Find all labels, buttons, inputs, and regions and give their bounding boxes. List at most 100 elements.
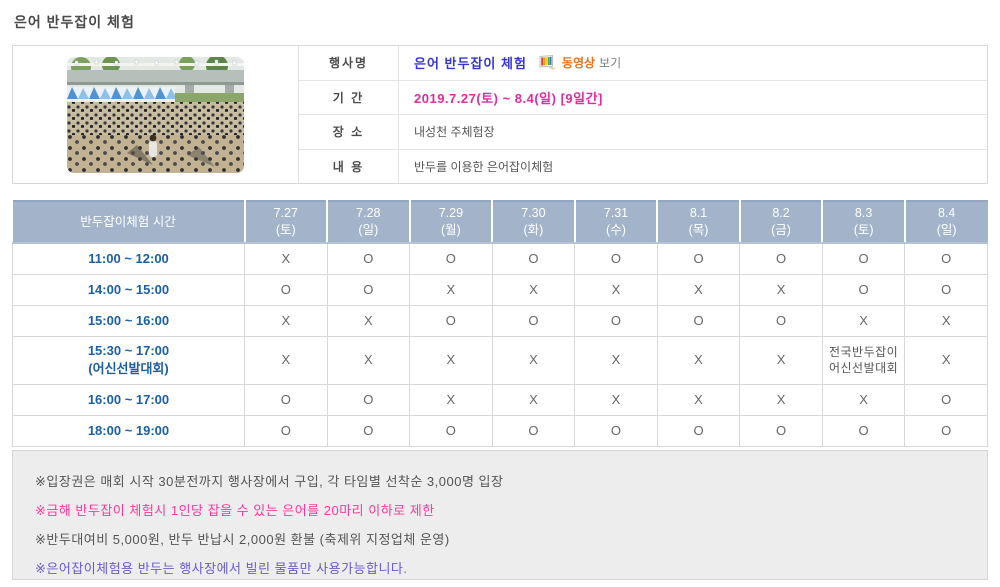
availability-cell: X bbox=[739, 273, 823, 306]
content-label: 내 용 bbox=[299, 149, 399, 183]
availability-cell: O bbox=[491, 242, 576, 275]
availability-cell: X bbox=[409, 335, 493, 385]
date-column-header: 7.28 (일) bbox=[327, 200, 411, 244]
availability-cell: X bbox=[574, 383, 658, 416]
availability-cell: O bbox=[491, 414, 576, 447]
availability-cell: X bbox=[491, 273, 576, 306]
availability-cell: X bbox=[326, 304, 411, 337]
availability-cell: O bbox=[574, 414, 658, 447]
availability-cell: X bbox=[491, 335, 576, 385]
schedule-row: 15:30 ~ 17:00 (어신선발대회) X X X X X X X 전국반… bbox=[12, 335, 988, 385]
availability-cell: O bbox=[739, 242, 823, 275]
availability-cell: O bbox=[656, 242, 741, 275]
availability-cell: O bbox=[739, 414, 823, 447]
period-value: 2019.7.27(토) ~ 8.4(일) [9일간] bbox=[414, 90, 603, 106]
info-row-event-name: 행사명 은어 반두잡이 체험 bbox=[299, 46, 987, 81]
note-rental-fee: ※반두대여비 5,000원, 반두 반납시 2,000원 환불 (축제위 지정업… bbox=[35, 531, 450, 547]
info-row-period: 기 간 2019.7.27(토) ~ 8.4(일) [9일간] bbox=[299, 80, 987, 115]
availability-cell: O bbox=[244, 383, 328, 416]
event-name-value: 은어 반두잡이 체험 bbox=[414, 56, 527, 72]
event-name-label: 행사명 bbox=[299, 46, 399, 80]
note-net-usage: ※은어잡이체험용 반두는 행사장에서 빌린 물품만 사용가능합니다. bbox=[35, 560, 408, 576]
availability-cell: X bbox=[904, 335, 988, 385]
availability-cell: X bbox=[821, 304, 906, 337]
time-slot: 11:00 ~ 12:00 bbox=[12, 242, 245, 275]
period-label: 기 간 bbox=[299, 80, 399, 114]
availability-cell: O bbox=[574, 242, 658, 275]
national-contest-cell: 전국반두잡이 어신선발대회 bbox=[821, 335, 906, 385]
availability-cell: X bbox=[574, 273, 658, 306]
schedule-header-row: 반두잡이체험 시간 7.27 (토) 7.28 (일) 7.29 (월) 7.30 (화… bbox=[12, 200, 988, 244]
date-column-header: 7.30 (화) bbox=[492, 200, 576, 244]
availability-cell: X bbox=[739, 383, 823, 416]
availability-cell: O bbox=[409, 242, 493, 275]
note-admission: ※입장권은 매회 시작 30분전까지 행사장에서 구입, 각 타임별 선착순 3… bbox=[35, 473, 504, 489]
time-slot: 15:30 ~ 17:00 (어신선발대회) bbox=[12, 335, 245, 385]
availability-cell: O bbox=[656, 414, 741, 447]
video-link-label: 동영상 bbox=[561, 56, 596, 71]
availability-cell: X bbox=[326, 335, 411, 385]
place-label: 장 소 bbox=[299, 115, 399, 149]
availability-cell: O bbox=[491, 304, 576, 337]
availability-cell: O bbox=[409, 414, 493, 447]
event-info-box: 행사명 은어 반두잡이 체험 bbox=[12, 45, 988, 184]
availability-cell: O bbox=[244, 273, 328, 306]
availability-cell: O bbox=[326, 273, 411, 306]
availability-cell: X bbox=[409, 383, 493, 416]
note-catch-limit: ※금해 반두잡이 체험시 1인당 잡을 수 있는 은어를 20마리 이하로 제한 bbox=[35, 502, 435, 518]
availability-cell: O bbox=[904, 383, 988, 416]
date-column-header: 8.1 (목) bbox=[657, 200, 741, 244]
availability-cell: O bbox=[244, 414, 328, 447]
availability-cell: O bbox=[326, 242, 411, 275]
availability-cell: X bbox=[656, 273, 741, 306]
info-row-content: 내 용 반두를 이용한 은어잡이체험 bbox=[299, 149, 987, 183]
video-icon bbox=[539, 54, 558, 71]
availability-cell: X bbox=[244, 304, 328, 337]
availability-cell: X bbox=[491, 383, 576, 416]
availability-cell: X bbox=[574, 335, 658, 385]
availability-cell: O bbox=[821, 273, 906, 306]
event-info-table: 행사명 은어 반두잡이 체험 bbox=[299, 46, 987, 183]
availability-cell: X bbox=[409, 273, 493, 306]
availability-cell: O bbox=[821, 242, 906, 275]
availability-cell: O bbox=[326, 414, 411, 447]
info-row-place: 장 소 내성천 주체험장 bbox=[299, 115, 987, 150]
notes-box: ※입장권은 매회 시작 30분전까지 행사장에서 구입, 각 타임별 선착순 3… bbox=[12, 449, 988, 580]
availability-cell: O bbox=[656, 304, 741, 337]
content-value: 반두를 이용한 은어잡이체험 bbox=[414, 159, 554, 174]
time-slot: 18:00 ~ 19:00 bbox=[12, 414, 245, 447]
schedule-row: 18:00 ~ 19:00 O O O O O O O O O bbox=[12, 414, 988, 447]
schedule-table: 반두잡이체험 시간 7.27 (토) 7.28 (일) 7.29 (월) 7.30 (화… bbox=[12, 200, 988, 447]
time-slot: 15:00 ~ 16:00 bbox=[12, 304, 245, 337]
schedule-row: 11:00 ~ 12:00 X O O O O O O O O bbox=[12, 242, 988, 275]
availability-cell: O bbox=[739, 304, 823, 337]
availability-cell: X bbox=[656, 383, 741, 416]
time-slot: 16:00 ~ 17:00 bbox=[12, 383, 245, 416]
availability-cell: X bbox=[739, 335, 823, 385]
time-column-header: 반두잡이체험 시간 bbox=[12, 200, 246, 244]
availability-cell: X bbox=[244, 335, 328, 385]
date-column-header: 8.2 (금) bbox=[739, 200, 824, 244]
date-column-header: 8.3 (토) bbox=[822, 200, 906, 244]
availability-cell: O bbox=[904, 242, 988, 275]
availability-cell: O bbox=[821, 414, 906, 447]
availability-cell: O bbox=[574, 304, 658, 337]
event-photo bbox=[67, 56, 244, 173]
availability-cell: X bbox=[244, 242, 328, 275]
availability-cell: O bbox=[904, 414, 988, 447]
date-column-header: 7.29 (월) bbox=[409, 200, 494, 244]
page: 은어 반두잡이 체험 bbox=[0, 12, 1000, 580]
page-title: 은어 반두잡이 체험 bbox=[14, 14, 135, 30]
availability-cell: O bbox=[326, 383, 411, 416]
video-link[interactable]: 동영상 보기 bbox=[539, 54, 621, 71]
availability-cell: X bbox=[904, 304, 988, 337]
date-column-header: 8.4 (일) bbox=[904, 200, 988, 244]
availability-cell: O bbox=[904, 273, 988, 306]
schedule-row: 16:00 ~ 17:00 O O X X X X X X O bbox=[12, 383, 988, 416]
availability-cell: X bbox=[656, 335, 741, 385]
schedule-row: 15:00 ~ 16:00 X X O O O O O X X bbox=[12, 304, 988, 337]
date-column-header: 7.27 (토) bbox=[244, 200, 329, 244]
availability-cell: O bbox=[409, 304, 493, 337]
place-value: 내성천 주체험장 bbox=[414, 125, 495, 140]
availability-cell: X bbox=[821, 383, 906, 416]
